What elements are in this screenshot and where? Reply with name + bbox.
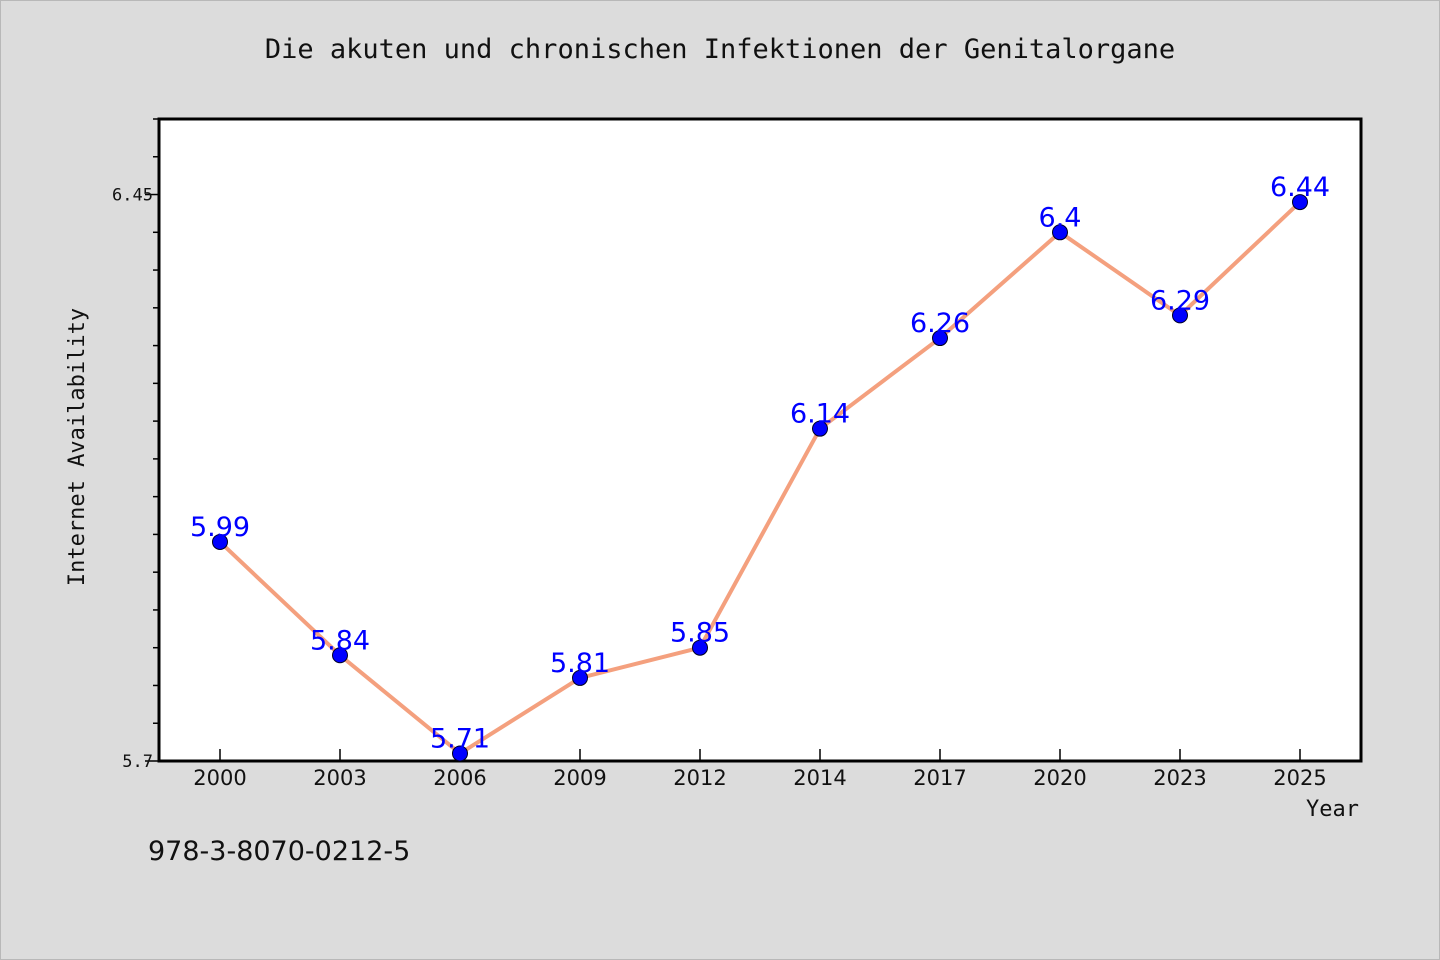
x-tick-label: 2009 (553, 766, 606, 790)
x-tick-label: 2020 (1033, 766, 1086, 790)
x-tick-label: 2006 (433, 766, 486, 790)
isbn-text: 978-3-8070-0212-5 (148, 836, 411, 867)
data-label: 5.71 (430, 723, 490, 754)
data-point (1172, 307, 1188, 324)
x-tick-label: 2025 (1273, 766, 1326, 790)
x-tick-label: 2014 (793, 766, 846, 790)
y-tick-label: 5.7 (122, 752, 153, 772)
data-point (812, 420, 828, 437)
data-point (452, 745, 468, 762)
series-points-group (212, 194, 1308, 762)
x-tick-label: 2017 (913, 766, 966, 790)
data-label: 6.14 (790, 399, 850, 430)
chart-title: Die akuten und chronischen Infektionen d… (264, 34, 1176, 65)
data-point (212, 533, 228, 550)
data-point (1292, 194, 1308, 211)
data-labels-group: 5.99 5.84 5.71 5.81 5.85 6.14 6.26 6.4 6.29 6.44 (190, 172, 1330, 754)
data-label: 6.44 (1270, 172, 1330, 203)
plot-area (157, 117, 1363, 763)
series-line (218, 200, 1302, 756)
data-label: 6.29 (1150, 285, 1210, 316)
y-tick-label: 6.45 (112, 186, 153, 206)
x-axis-ticks: 2000 2003 2006 2009 2012 2014 2017 2020 2023 2025 (193, 749, 1327, 790)
data-label: 5.84 (310, 625, 370, 656)
data-label: 6.4 (1039, 202, 1082, 233)
data-point (1052, 224, 1068, 241)
x-tick-label: 2012 (673, 766, 726, 790)
data-label: 5.85 (670, 618, 730, 649)
x-tick-label: 2000 (193, 766, 246, 790)
y-axis-ticks: 5.7 6.45 (112, 118, 159, 772)
data-label: 5.99 (190, 512, 250, 543)
data-label: 5.81 (550, 648, 610, 679)
data-point (572, 669, 588, 686)
data-point (692, 639, 708, 656)
x-axis-label: Year (1306, 797, 1359, 822)
y-axis-label: Internet Availability (65, 308, 90, 586)
x-tick-label: 2023 (1153, 766, 1206, 790)
series-line-group (218, 200, 1302, 756)
data-point (932, 330, 948, 347)
data-label: 6.26 (910, 308, 970, 339)
data-point (332, 647, 348, 664)
x-tick-label: 2003 (313, 766, 366, 790)
